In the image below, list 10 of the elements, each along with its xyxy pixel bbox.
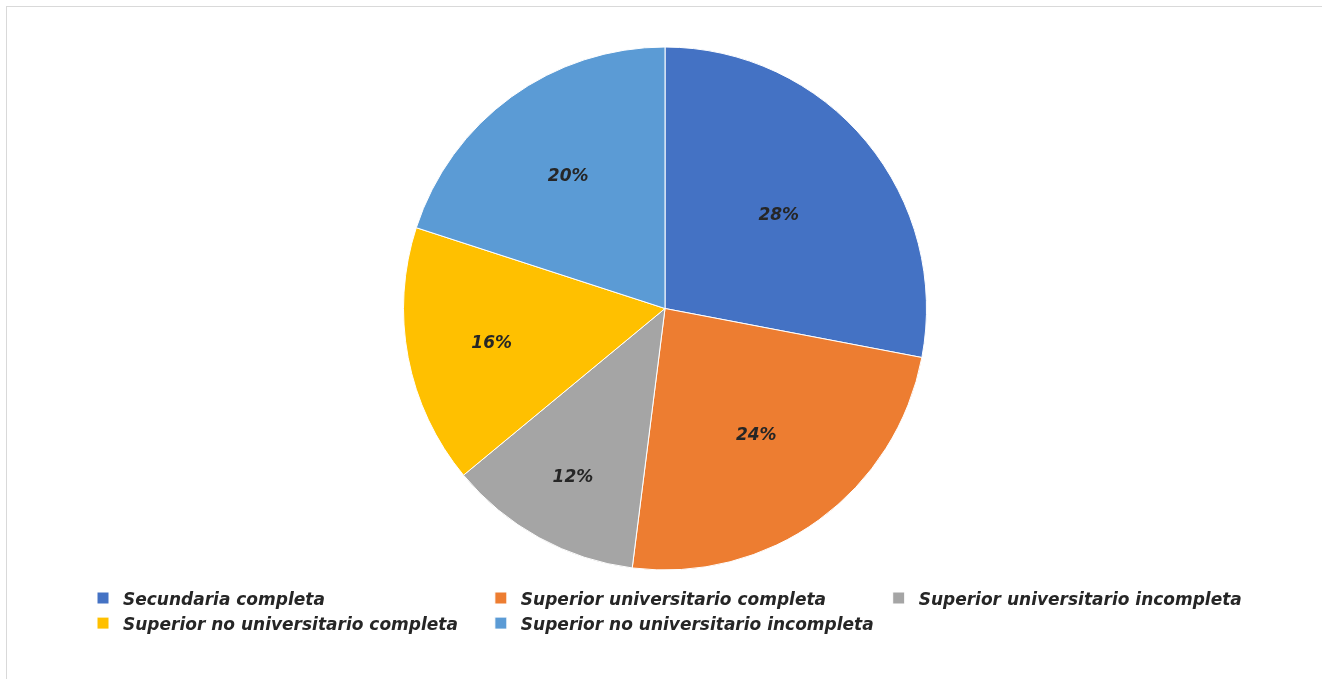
legend-label: Secundaria completa <box>123 588 325 609</box>
data-label: 20% <box>547 165 589 186</box>
data-label: 12% <box>552 466 594 486</box>
legend-label: Superior no universitario completa <box>123 613 458 634</box>
data-label: 24% <box>735 424 777 445</box>
legend-label: Superior universitario incompleta <box>918 588 1242 609</box>
legend-label: Superior no universitario incompleta <box>520 613 874 634</box>
legend-label: Superior universitario completa <box>520 588 827 609</box>
data-label: 16% <box>471 331 512 352</box>
data-label: 28% <box>758 204 800 225</box>
